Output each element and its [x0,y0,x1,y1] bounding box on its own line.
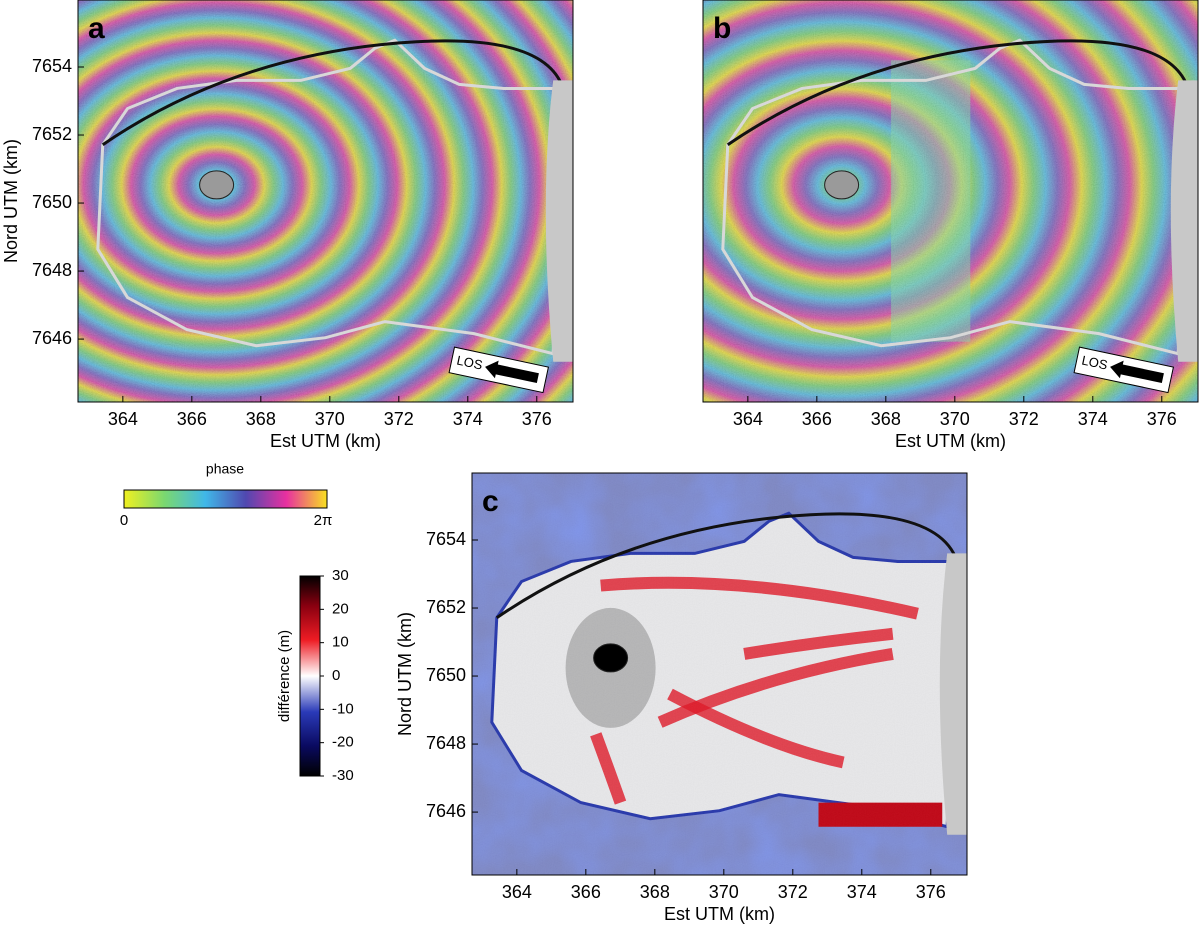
phase-max-label: 2π [314,512,333,529]
sea [1170,80,1198,362]
colorbar-tick-label: -30 [332,767,354,784]
noise [472,473,967,875]
noise [703,0,1198,402]
x-tick-label: 366 [571,882,601,902]
x-tick-label: 370 [315,409,345,429]
los-label: LOS [1080,353,1109,373]
y-tick-label: 7652 [426,597,466,617]
x-tick-label: 374 [453,409,483,429]
x-axis-title: Est UTM (km) [270,431,381,451]
panel: a 364 366 368 370 372 374 376 7646 7648 7650 7652 76… [1,0,574,451]
y-tick-label: 7648 [426,733,466,753]
y-tick-label: 7654 [32,56,72,76]
x-tick-label: 372 [778,882,808,902]
y-tick-label: 7650 [426,665,466,685]
x-tick-label: 374 [847,882,877,902]
axes-frame [77,0,574,403]
los-arrow [1110,360,1164,384]
caldera-rim [96,38,565,356]
los-indicator: LOS [1073,346,1174,394]
sea [545,80,573,362]
colorbar-tick-label: -10 [332,700,354,717]
x-tick-label: 368 [246,409,276,429]
y-tick-label: 7646 [32,328,72,348]
colorbars: phase 0 2π différence (m) 30 20 10 0 -10 -20 -… [120,461,354,784]
difference-title: différence (m) [276,630,293,722]
y-tick-label: 7648 [32,260,72,280]
y-axis-title: Nord UTM (km) [1,139,21,263]
x-tick-label: 368 [640,882,670,902]
difference-colorbar [299,575,321,777]
noise [78,0,573,402]
los-indicator: LOS [448,346,549,394]
north-cliff [101,39,565,146]
sea [939,553,967,835]
crater [593,643,629,673]
x-tick-label: 370 [709,882,739,902]
panel-label: a [88,12,105,45]
x-tick-label: 366 [177,409,207,429]
colorbar-tick-label: 30 [332,567,349,584]
y-tick-label: 7652 [32,124,72,144]
colorbar-tick-label: 10 [332,634,349,651]
panel: c 364 366 368 370 372 374 376 7646 7648 7650 7652 76… [395,472,968,924]
axes-frame [702,0,1199,403]
crater [824,170,860,200]
x-tick-label: 376 [1147,409,1177,429]
x-tick-label: 366 [802,409,832,429]
x-tick-label: 374 [1078,409,1108,429]
x-tick-label: 364 [108,409,138,429]
map-image [472,473,967,875]
colorbar-tick-label: 20 [332,600,349,617]
map-image [78,0,573,402]
north-cliff [495,512,959,619]
x-tick-label: 368 [871,409,901,429]
x-axis-title: Est UTM (km) [895,431,1006,451]
axes-frame [471,472,968,876]
x-tick-label: 372 [1009,409,1039,429]
panel: b 364 366 368 370 372 374 376 Est UTM (km) LOS [702,0,1199,451]
phase-title: phase [206,461,244,477]
x-tick-label: 376 [522,409,552,429]
x-tick-label: 364 [502,882,532,902]
x-tick-label: 372 [384,409,414,429]
x-tick-label: 376 [916,882,946,902]
colorbar-tick-label: -20 [332,734,354,751]
los-label: LOS [455,353,484,373]
y-axis-title: Nord UTM (km) [395,612,415,736]
x-tick-label: 364 [733,409,763,429]
north-cliff [726,39,1190,146]
caldera-rim [721,38,1190,356]
phase-min-label: 0 [120,512,128,529]
x-tick-label: 370 [940,409,970,429]
y-tick-label: 7654 [426,529,466,549]
x-axis-title: Est UTM (km) [664,904,775,924]
crater [199,170,235,200]
y-tick-label: 7646 [426,801,466,821]
map-image [703,0,1198,402]
y-tick-label: 7650 [32,192,72,212]
panel-label: b [713,12,731,45]
panel-label: c [482,485,499,518]
colorbar-tick-label: 0 [332,667,340,684]
los-arrow [485,360,539,384]
phase-colorbar [123,489,328,509]
